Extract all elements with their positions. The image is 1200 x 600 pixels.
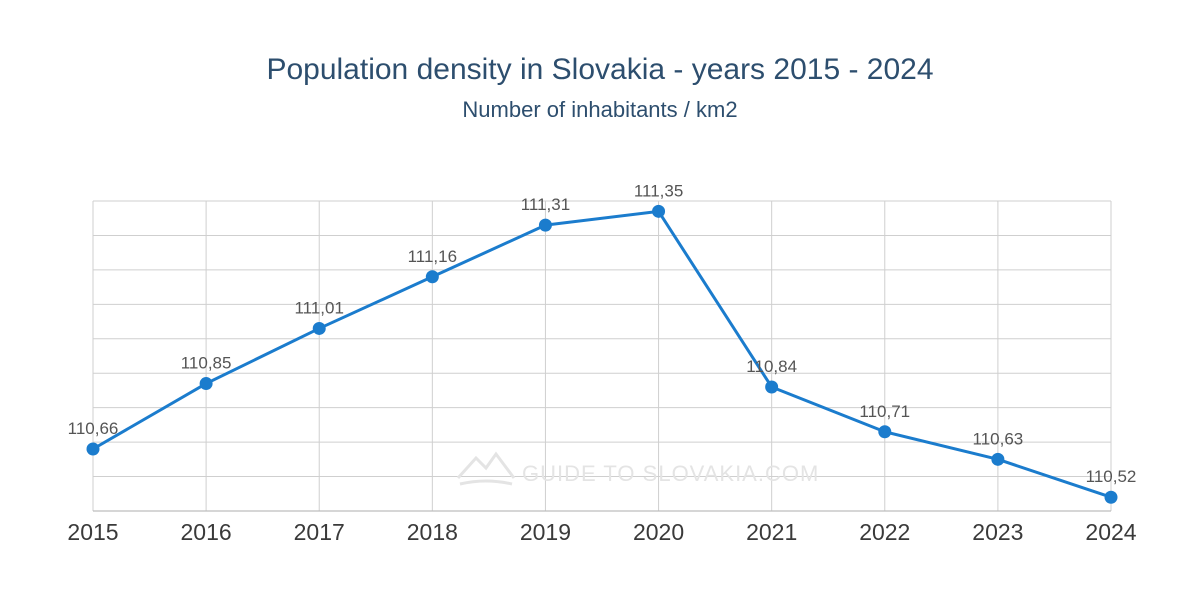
x-tick-label: 2021 [746, 519, 797, 545]
data-point [991, 452, 1005, 466]
data-point [652, 204, 666, 218]
data-label: 110,63 [973, 429, 1024, 448]
data-point [765, 380, 779, 394]
data-label: 111,31 [521, 195, 570, 214]
data-label: 111,35 [634, 181, 683, 200]
data-label: 110,52 [1086, 467, 1137, 486]
data-point [86, 442, 100, 456]
x-tick-label: 2018 [407, 519, 458, 545]
series-group [86, 204, 1118, 504]
data-point [878, 425, 892, 439]
data-label: 110,85 [181, 354, 232, 373]
data-label: 110,66 [68, 419, 119, 438]
chart-subtitle: Number of inhabitants / km2 [462, 97, 737, 122]
mountain-logo-icon [456, 451, 516, 486]
chart-title: Population density in Slovakia - years 2… [266, 53, 933, 86]
data-label: 111,16 [408, 247, 457, 266]
data-label: 110,71 [859, 402, 910, 421]
data-label-group: 110,66 110,85 111,01 111,16 111,31 111,35 110,… [68, 181, 1137, 486]
watermark-text: GUIDE TO SLOVAKIA.COM [522, 461, 819, 486]
x-tick-label: 2020 [633, 519, 684, 545]
data-label: 111,01 [294, 298, 343, 317]
x-axis-ticks: 2015 2016 2017 2018 2019 2020 2021 2022 2023 2024 [67, 519, 1136, 545]
data-point [538, 218, 552, 232]
data-point [199, 377, 213, 391]
data-label: 110,84 [746, 357, 797, 376]
x-tick-label: 2024 [1085, 519, 1136, 545]
x-tick-label: 2017 [294, 519, 345, 545]
x-tick-label: 2015 [67, 519, 118, 545]
x-tick-label: 2016 [181, 519, 232, 545]
x-tick-label: 2022 [859, 519, 910, 545]
data-point [1104, 490, 1118, 504]
data-point [312, 321, 326, 335]
series-line [92, 209, 1112, 499]
grid-lines [92, 200, 1112, 512]
x-tick-label: 2023 [972, 519, 1023, 545]
watermark: GUIDE TO SLOVAKIA.COM [456, 451, 819, 486]
data-point [425, 270, 439, 284]
x-tick-label: 2019 [520, 519, 571, 545]
